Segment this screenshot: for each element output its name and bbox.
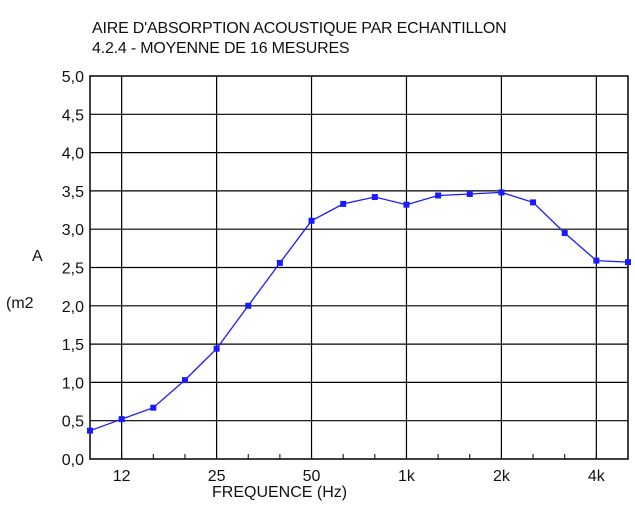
y-axis-label-top: A [32,248,43,265]
data-point [181,377,188,384]
y-tick-label: 0,0 [62,452,84,469]
y-axis-label-bottom: (m2 [6,295,34,312]
x-axis-label: FREQUENCE (Hz) [212,484,348,501]
series-line [89,191,629,432]
data-point [530,199,537,206]
y-tick-label: 2,0 [62,299,84,316]
data-point [213,345,220,352]
x-tick-label: 2k [493,468,511,485]
x-tick-label: 4k [588,468,606,485]
data-point [245,302,252,309]
y-tick-label: 4,0 [62,146,84,163]
data-point [118,416,125,423]
y-tick-label: 1,5 [62,337,84,354]
y-tick-label: 0,5 [62,414,84,431]
data-point [371,194,378,201]
y-tick-label: 2,5 [62,261,84,278]
data-point [498,189,505,196]
data-point [435,192,442,199]
data-point [308,217,315,224]
y-tick-label: 3,0 [62,222,84,239]
y-tick-label: 1,0 [62,375,84,392]
x-tick-label: 25 [208,468,226,485]
x-tick-label: 12 [113,468,131,485]
x-tick-label: 1k [398,468,416,485]
data-point [403,201,410,208]
x-tick-label: 50 [303,468,321,485]
chart-subtitle: 4.2.4 - MOYENNE DE 16 MESURES [92,40,350,57]
data-point [593,257,600,264]
y-tick-label: 3,5 [62,184,84,201]
data-point [340,200,347,207]
y-tick-label: 4,5 [62,107,84,124]
data-point [561,230,568,237]
chart-title: AIRE D'ABSORPTION ACOUSTIQUE PAR ECHANTI… [92,20,507,37]
data-point [150,404,157,411]
data-point [466,190,473,197]
y-tick-label: 5,0 [62,69,84,86]
data-point [276,259,283,266]
data-point [625,259,631,266]
data-point [87,427,93,434]
